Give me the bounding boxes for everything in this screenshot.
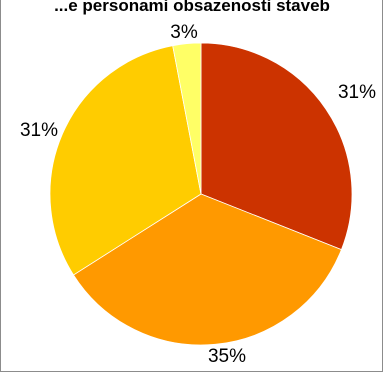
pie-slice-4 — [172, 42, 202, 195]
slice-label-2: 35% — [208, 346, 246, 367]
pie-slice-3 — [49, 45, 202, 276]
slice-label-4: 3% — [170, 22, 198, 43]
slice-label-1: 31% — [338, 82, 376, 103]
pie-slice-2 — [72, 193, 342, 346]
pie-slice-1 — [200, 42, 353, 251]
chart-title: ...e personami obsazenosti staveb — [54, 0, 330, 15]
slice-label-3: 31% — [20, 120, 58, 141]
